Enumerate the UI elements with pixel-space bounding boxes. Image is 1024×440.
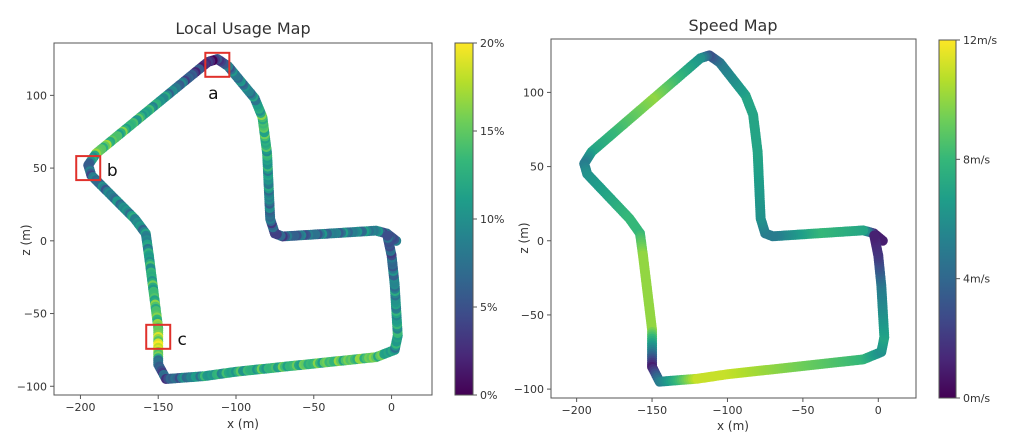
plot-frame (53, 42, 433, 396)
annotation-label-b: b (107, 161, 118, 181)
y-tick-label: −50 (521, 309, 544, 322)
chart-title: Local Usage Map (175, 19, 310, 38)
annotation-label-a: a (208, 84, 218, 104)
colorbar-tick-label: 10% (480, 213, 504, 226)
data-points (83, 54, 403, 384)
x-tick-label: −200 (562, 404, 592, 417)
data-points (579, 50, 890, 387)
x-tick-label: −100 (712, 404, 742, 417)
local-usage-map: Local Usage Map x (m) z (m) −200 −150 −100… (17, 19, 505, 431)
annotation-box-c (145, 323, 172, 350)
y-tick-label: 100 (523, 86, 544, 99)
colorbar (454, 42, 474, 396)
annotation-label-c: c (178, 330, 187, 350)
x-tick-label: 0 (388, 401, 395, 414)
colorbar-tick-label: 0% (480, 389, 497, 402)
x-tick-label: −200 (65, 401, 95, 414)
y-tick-label: −100 (514, 383, 544, 396)
colorbar-tick-label: 0m/s (963, 392, 990, 405)
y-tick-label: 50 (33, 162, 47, 175)
colorbar-tick-label: 12m/s (963, 34, 997, 47)
y-tick-label: 50 (530, 161, 544, 174)
y-tick-label: 0 (40, 235, 47, 248)
colorbar (938, 39, 957, 399)
x-tick-label: −150 (637, 404, 667, 417)
y-axis-label: z (m) (517, 222, 531, 253)
plot-frame (550, 38, 917, 399)
colorbar-tick-label: 4m/s (963, 273, 990, 286)
annotation-box-a (204, 51, 231, 78)
chart-title: Speed Map (688, 16, 777, 35)
y-tick-label: −100 (17, 380, 47, 393)
path-point (382, 230, 393, 241)
x-tick-label: −150 (143, 401, 173, 414)
annotation-box-b (75, 155, 102, 182)
speed-map: Speed Map x (m) z (m) −200 −150 −100 −50 0 −1… (514, 16, 998, 433)
y-axis-label: z (m) (19, 224, 33, 255)
x-tick-label: −50 (791, 404, 814, 417)
x-tick-label: −50 (302, 401, 325, 414)
x-axis-label: x (m) (717, 419, 749, 433)
colorbar-tick-label: 15% (480, 125, 504, 138)
y-tick-label: 0 (537, 235, 544, 248)
path-point (869, 230, 880, 241)
x-tick-label: −100 (221, 401, 251, 414)
y-tick-label: −50 (24, 308, 47, 321)
colorbar-tick-label: 8m/s (963, 153, 990, 166)
x-axis-label: x (m) (227, 417, 259, 431)
colorbar-tick-label: 5% (480, 301, 497, 314)
y-tick-label: 100 (26, 89, 47, 102)
colorbar-tick-label: 20% (480, 37, 504, 50)
x-tick-label: 0 (875, 404, 882, 417)
